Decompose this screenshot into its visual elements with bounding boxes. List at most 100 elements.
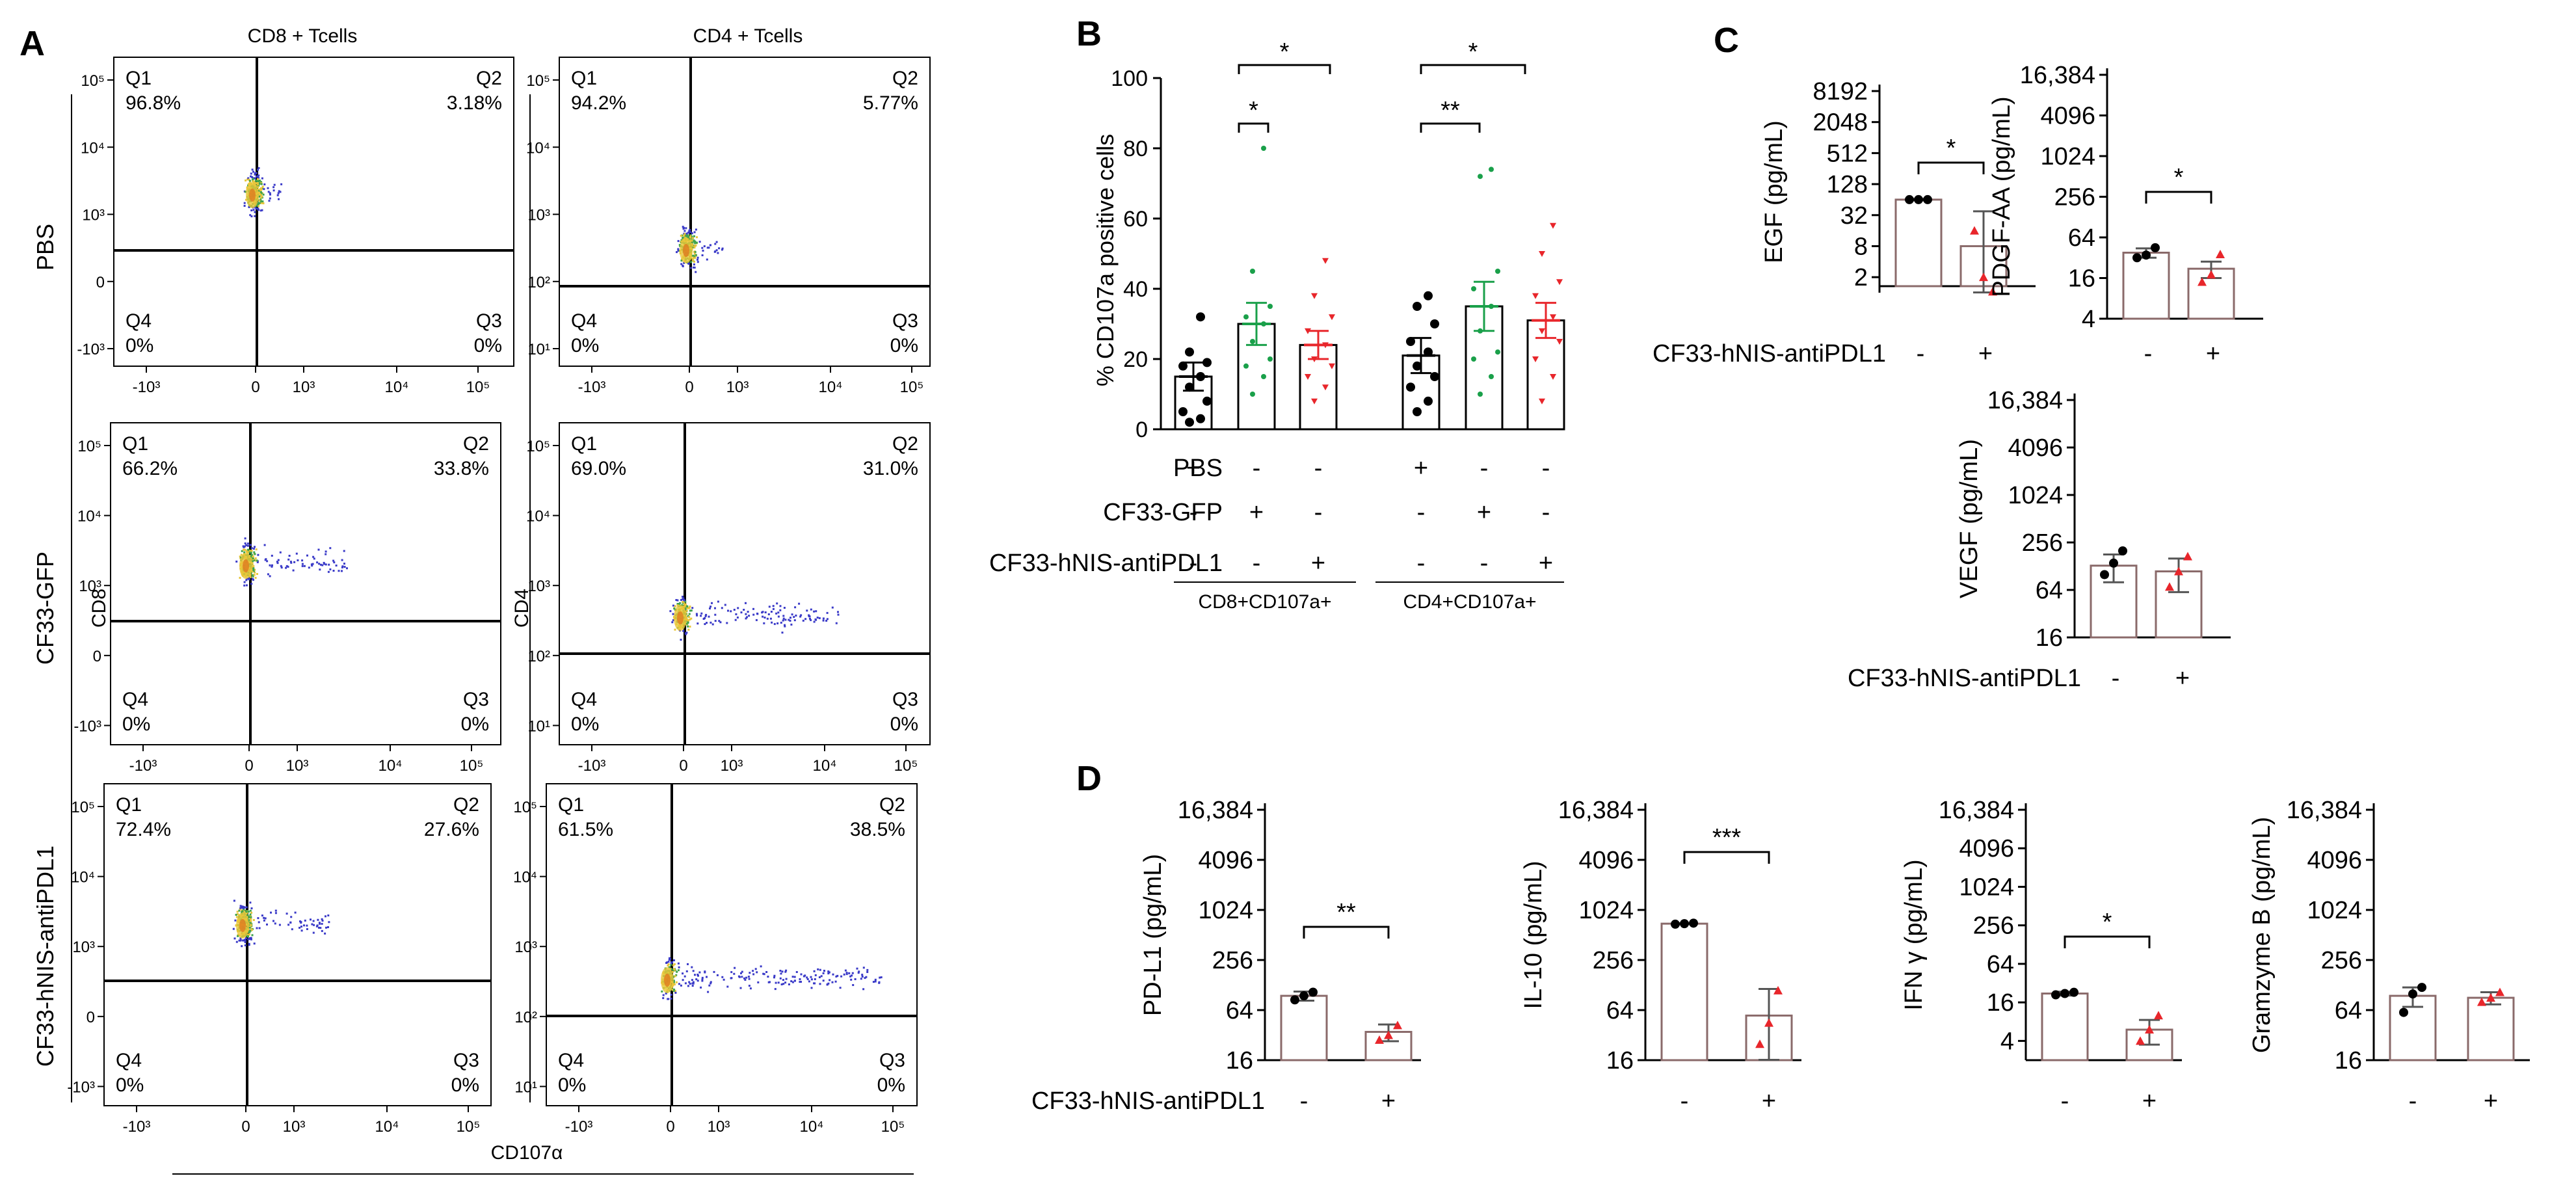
flow-event bbox=[691, 258, 694, 260]
x-tick-label: -10³ bbox=[578, 757, 606, 775]
y-tick-label: 8 bbox=[1854, 233, 1868, 260]
q2-name: Q2 bbox=[453, 794, 479, 816]
flow-event bbox=[263, 183, 266, 185]
flow-event bbox=[318, 926, 320, 929]
q4-name: Q4 bbox=[571, 689, 597, 710]
flow-event bbox=[822, 972, 825, 974]
y-tick-label: 10³ bbox=[72, 939, 95, 956]
flow-event bbox=[253, 942, 256, 945]
flow-events bbox=[243, 167, 283, 218]
flow-event bbox=[258, 202, 261, 204]
flow-event bbox=[673, 969, 676, 972]
y-tick-label: 512 bbox=[1827, 140, 1868, 167]
flow-event bbox=[777, 981, 780, 984]
flow-event bbox=[246, 935, 248, 937]
flow-event bbox=[258, 921, 260, 924]
bar-group-minus bbox=[2041, 987, 2089, 1061]
flow-event bbox=[784, 981, 787, 984]
flow-event bbox=[329, 547, 332, 550]
flow-event bbox=[254, 546, 256, 548]
flow-event bbox=[693, 231, 696, 233]
flow-event bbox=[769, 617, 772, 620]
flow-event bbox=[693, 256, 695, 259]
b-point bbox=[1322, 258, 1329, 264]
q3-value: 0% bbox=[474, 335, 502, 356]
flow-event bbox=[717, 600, 719, 603]
q1-value: 96.8% bbox=[126, 92, 181, 114]
q3-value: 0% bbox=[890, 714, 918, 735]
flow-event bbox=[257, 202, 259, 204]
flow-event bbox=[701, 980, 704, 982]
b-point bbox=[1305, 374, 1311, 380]
flow-event bbox=[698, 241, 701, 243]
y-label-cd4: CD4 bbox=[511, 589, 533, 628]
flow-event bbox=[325, 550, 327, 553]
y-tick-label: 10⁴ bbox=[513, 869, 537, 887]
flow-event bbox=[255, 172, 258, 174]
b-point bbox=[1424, 396, 1433, 406]
b-y-tick-label: 100 bbox=[1111, 66, 1148, 91]
flow-event bbox=[329, 568, 332, 570]
flow-event bbox=[257, 553, 259, 556]
flow-event bbox=[252, 565, 254, 568]
flow-event bbox=[244, 941, 246, 944]
flow-event bbox=[333, 561, 336, 564]
b-point bbox=[1413, 302, 1422, 311]
flow-event bbox=[724, 604, 726, 606]
y-tick-label: 256 bbox=[1212, 947, 1253, 974]
flow-event bbox=[733, 609, 736, 611]
flow-event bbox=[239, 905, 242, 907]
b-sig-line bbox=[1238, 64, 1331, 74]
q3-name: Q3 bbox=[476, 310, 502, 332]
flow-event bbox=[693, 246, 695, 248]
flow-event bbox=[292, 569, 295, 572]
flow-event bbox=[323, 561, 325, 564]
q3-name: Q3 bbox=[879, 1050, 905, 1071]
flow-event bbox=[685, 622, 687, 625]
flow-event bbox=[291, 928, 293, 931]
b-point bbox=[1243, 363, 1249, 369]
bar-group-plus bbox=[2125, 1011, 2173, 1061]
flow-event bbox=[669, 610, 672, 613]
y-tick-label: 4096 bbox=[1578, 847, 1634, 874]
flow-event bbox=[683, 601, 685, 603]
flow-event bbox=[715, 241, 718, 243]
flow-event bbox=[254, 576, 257, 579]
flow-event bbox=[700, 986, 702, 989]
flow-event bbox=[252, 178, 254, 180]
y-axis-label: PDGF-AA (pg/mL) bbox=[1988, 96, 2015, 297]
data-point bbox=[2051, 990, 2060, 1000]
flow-event bbox=[730, 971, 733, 974]
flow-event bbox=[775, 612, 778, 615]
flow-event bbox=[865, 976, 868, 978]
flow-event bbox=[698, 971, 701, 974]
flow-event bbox=[245, 579, 248, 581]
flow-event bbox=[310, 918, 312, 921]
flow-event bbox=[754, 968, 757, 970]
flow-event bbox=[686, 237, 689, 239]
b-point bbox=[1178, 407, 1188, 416]
flow-event bbox=[697, 980, 699, 982]
flow-event bbox=[779, 977, 782, 980]
flow-event bbox=[248, 926, 251, 929]
data-point bbox=[1393, 1020, 1402, 1030]
flow-event bbox=[671, 989, 674, 991]
flow-event bbox=[287, 565, 289, 568]
y-tick-label: 64 bbox=[1606, 997, 1634, 1024]
data-point bbox=[1671, 919, 1680, 929]
flow-event bbox=[795, 614, 797, 617]
flow-event bbox=[681, 604, 684, 606]
flow-event bbox=[246, 578, 248, 580]
flow-event bbox=[692, 266, 695, 269]
flow-event bbox=[762, 615, 764, 618]
flow-event bbox=[254, 211, 256, 213]
data-point bbox=[2100, 570, 2109, 580]
flow-event bbox=[845, 973, 848, 976]
flow-event bbox=[738, 976, 741, 978]
x-tick-label: 0 bbox=[241, 1118, 250, 1136]
flow-event bbox=[250, 209, 253, 211]
c-sign-minus-bottom: - bbox=[2112, 665, 2120, 692]
flow-event bbox=[256, 204, 258, 207]
data-point bbox=[1308, 987, 1318, 997]
flow-events bbox=[669, 595, 840, 641]
